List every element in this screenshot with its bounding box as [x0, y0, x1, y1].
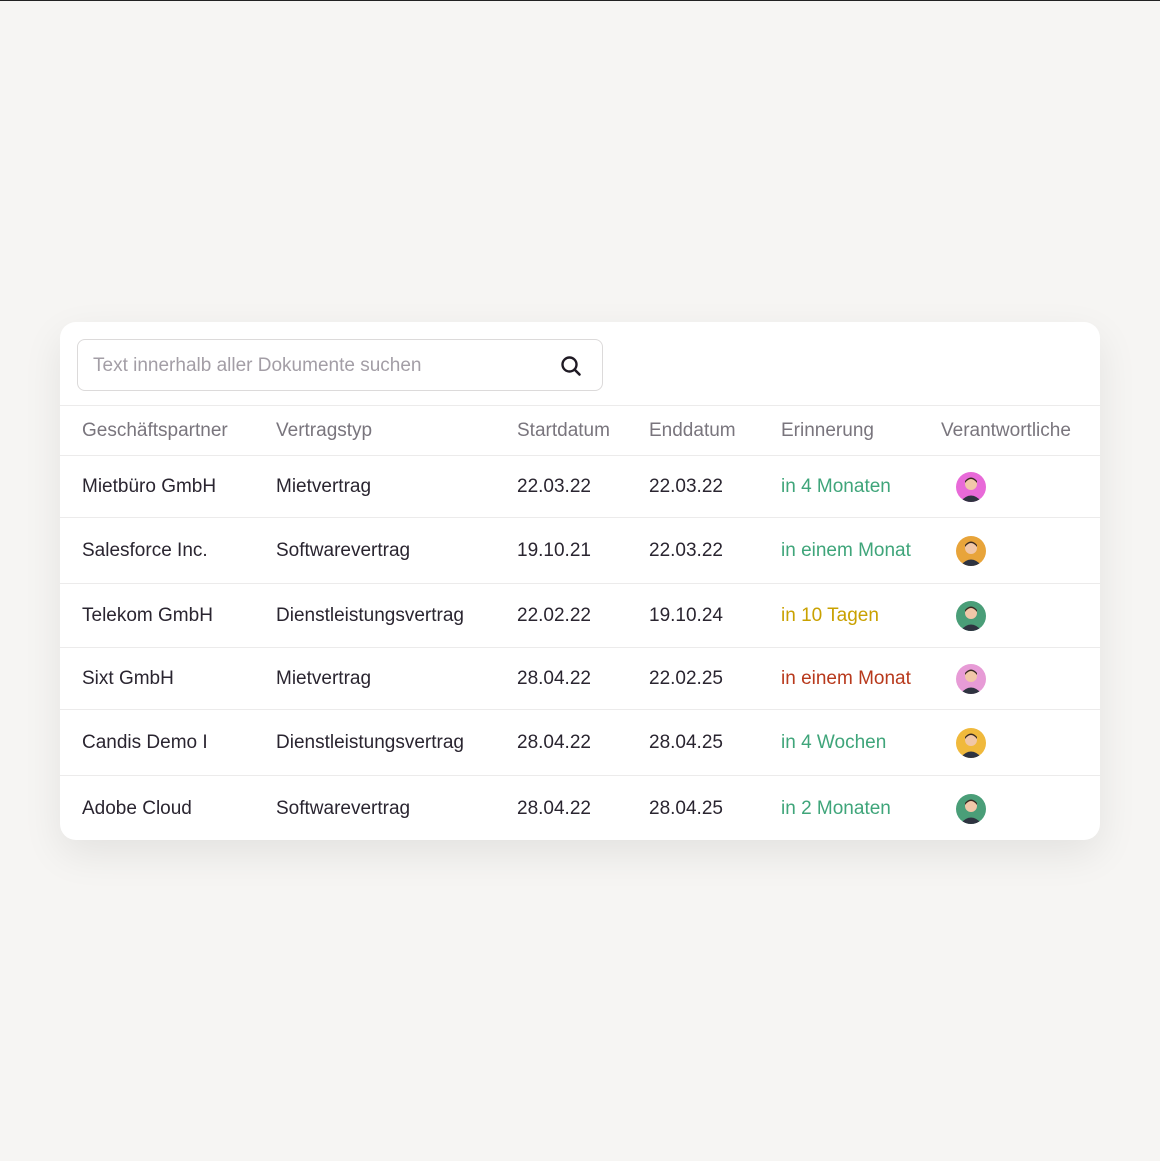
avatar — [956, 601, 986, 631]
type-cell: Mietvertrag — [276, 668, 372, 689]
reminder-cell: in 4 Monaten — [781, 476, 891, 497]
start-cell: 28.04.22 — [517, 797, 591, 819]
reminder-cell: in 10 Tagen — [781, 605, 879, 626]
column-header[interactable]: Vertragstyp — [276, 420, 373, 441]
avatar — [956, 536, 986, 566]
column-header[interactable]: Enddatum — [649, 420, 736, 441]
start-cell: 19.10.21 — [517, 540, 591, 561]
avatar — [956, 472, 986, 502]
partner-cell: Sixt GmbH — [82, 668, 174, 689]
partner-cell: Salesforce Inc. — [82, 540, 208, 561]
partner-cell: Adobe Cloud — [82, 797, 192, 819]
table-row[interactable]: Candis Demo I Dienstleistungsvertrag 28.04… — [60, 709, 1100, 776]
reminder-cell: in 4 Wochen — [781, 732, 887, 753]
reminder-cell: in einem Monat — [781, 540, 911, 561]
header-row: Geschäftspartner Vertragstyp Startdatum End… — [60, 405, 1100, 456]
partner-cell: Telekom GmbH — [82, 605, 213, 626]
end-cell: 22.03.22 — [649, 540, 723, 561]
partner-cell: Candis Demo I — [82, 732, 208, 753]
column-header[interactable]: Verantwortliche — [941, 420, 1071, 441]
search-placeholder: Text innerhalb aller Dokumente suchen — [93, 355, 422, 376]
column-header[interactable]: Startdatum — [517, 420, 610, 441]
type-cell: Dienstleistungsvertrag — [276, 732, 464, 753]
type-cell: Mietvertrag — [276, 476, 372, 497]
contracts-card: Text innerhalb aller Dokumente suchen Ge… — [60, 322, 1100, 840]
start-cell: 28.04.22 — [517, 732, 591, 753]
column-header[interactable]: Geschäftspartner — [82, 420, 228, 441]
end-cell: 28.04.25 — [649, 797, 723, 819]
end-cell: 28.04.25 — [649, 732, 723, 753]
start-cell: 22.02.22 — [517, 605, 591, 626]
type-cell: Dienstleistungsvertrag — [276, 605, 464, 626]
reminder-cell: in einem Monat — [781, 668, 911, 689]
start-cell: 22.03.22 — [517, 476, 591, 497]
avatar — [956, 664, 986, 694]
reminder-cell: in 2 Monaten — [781, 797, 891, 819]
type-cell: Softwarevertrag — [276, 797, 411, 819]
search-icon[interactable] — [560, 355, 582, 377]
avatar — [956, 728, 986, 758]
end-cell: 22.03.22 — [649, 476, 723, 497]
type-cell: Softwarevertrag — [276, 540, 411, 561]
end-cell: 19.10.24 — [649, 605, 723, 626]
search-box[interactable]: Text innerhalb aller Dokumente suchen — [77, 339, 603, 391]
table-row[interactable]: Salesforce Inc. Softwarevertrag 19.10.21 22… — [60, 517, 1100, 584]
start-cell: 28.04.22 — [517, 668, 591, 689]
partner-cell: Mietbüro GmbH — [82, 476, 217, 497]
table-row[interactable]: Adobe Cloud Softwarevertrag 28.04.22 28.04.… — [60, 775, 1100, 840]
table-row[interactable]: Sixt GmbH Mietvertrag 28.04.22 22.02.25 in e… — [60, 647, 1100, 710]
table-row[interactable]: Telekom GmbH Dienstleistungsvertrag 22.02.… — [60, 583, 1100, 648]
end-cell: 22.02.25 — [649, 668, 723, 689]
avatar — [956, 793, 986, 824]
table-row[interactable]: Mietbüro GmbH Mietvertrag 22.03.22 22.03.22… — [60, 455, 1100, 518]
column-header[interactable]: Erinnerung — [781, 420, 874, 441]
